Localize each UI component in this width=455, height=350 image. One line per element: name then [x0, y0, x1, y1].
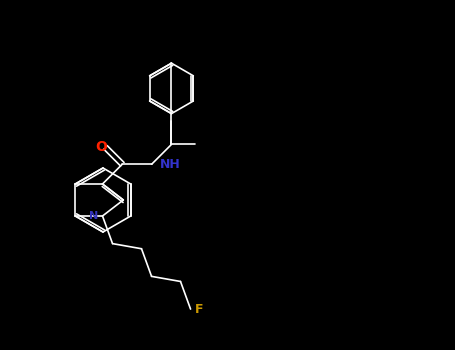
Text: NH: NH — [160, 158, 181, 171]
Text: F: F — [195, 303, 203, 316]
Text: O: O — [96, 140, 107, 154]
Text: N: N — [89, 211, 98, 221]
